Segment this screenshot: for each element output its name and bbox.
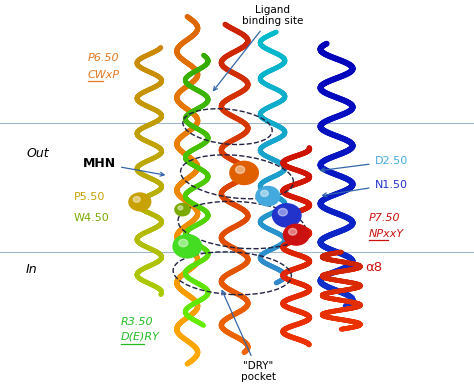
Text: N1.50: N1.50 (323, 179, 408, 197)
Circle shape (256, 187, 280, 206)
Circle shape (278, 208, 287, 216)
Text: D(E)RY: D(E)RY (121, 332, 160, 342)
Text: In: In (26, 263, 38, 276)
Circle shape (133, 197, 140, 202)
Circle shape (178, 206, 183, 210)
Text: CWxP: CWxP (88, 70, 120, 79)
Text: D2.50: D2.50 (321, 156, 408, 172)
Circle shape (173, 235, 201, 258)
Circle shape (273, 204, 301, 227)
Circle shape (283, 224, 309, 245)
Text: α8: α8 (365, 261, 382, 274)
Text: Out: Out (26, 147, 49, 160)
Text: "DRY"
pocket: "DRY" pocket (222, 291, 276, 382)
Circle shape (179, 239, 188, 247)
Circle shape (236, 166, 245, 173)
Text: NPxxY: NPxxY (369, 228, 404, 239)
Circle shape (289, 228, 297, 235)
Circle shape (230, 161, 258, 185)
Text: P6.50: P6.50 (88, 53, 119, 63)
Text: W4.50: W4.50 (73, 213, 109, 223)
Text: Ligand
binding site: Ligand binding site (213, 5, 303, 91)
Circle shape (261, 190, 268, 196)
Circle shape (129, 193, 151, 211)
Text: R3.50: R3.50 (121, 317, 154, 327)
Text: P7.50: P7.50 (369, 213, 401, 223)
Text: P5.50: P5.50 (73, 192, 105, 202)
Text: MHN: MHN (83, 157, 164, 176)
Circle shape (175, 203, 190, 216)
